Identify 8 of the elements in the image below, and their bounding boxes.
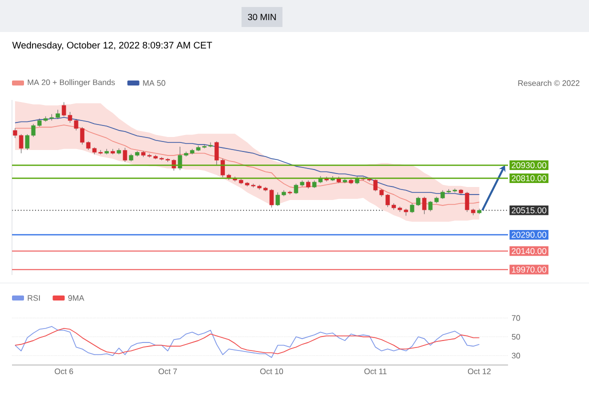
chart-subtitle: 30 MIN [248, 14, 276, 20]
y-tick-label: 20140.00 [512, 248, 546, 254]
y-tick-label: 20515.00 [512, 207, 546, 214]
text: Wednesday, October 12, 2022 8:09:37 AM CET [12, 42, 212, 50]
y-tick-label: 19970.00 [512, 266, 546, 273]
y-tick-label: 20810.00 [512, 175, 546, 182]
y-tick-label: 20930.00 [512, 162, 546, 168]
y-tick-label: 20290.00 [512, 232, 546, 238]
